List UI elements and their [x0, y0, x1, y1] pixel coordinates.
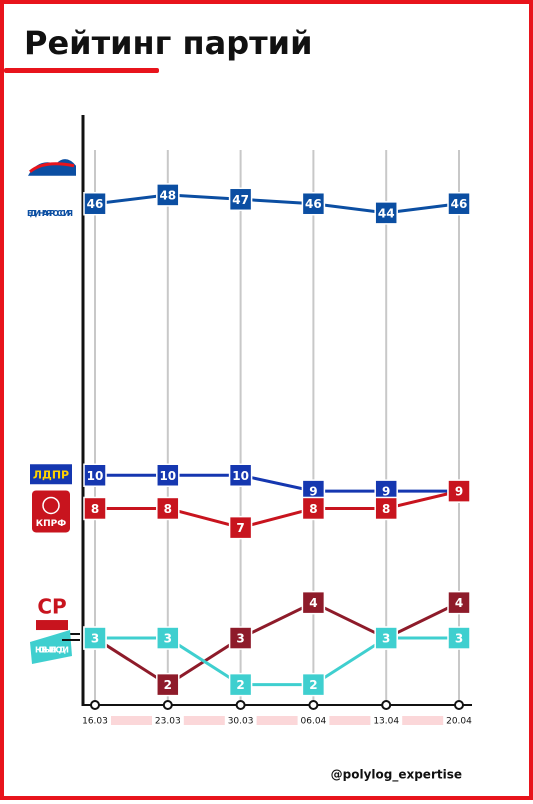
value-box — [156, 463, 180, 488]
legend-label: НОВЫЕ ЛЮДИ — [35, 646, 69, 655]
value-label: 9 — [455, 485, 463, 499]
value-label: 46 — [305, 197, 322, 211]
value-label: 3 — [91, 632, 99, 646]
value-label: 44 — [378, 206, 395, 220]
value-label: 3 — [382, 632, 390, 646]
x-tick — [308, 700, 319, 710]
series-line — [95, 636, 459, 687]
value-box — [228, 626, 253, 650]
value-box — [374, 201, 398, 225]
value-label: 8 — [164, 502, 172, 516]
x-tick — [381, 700, 392, 710]
date-band — [402, 716, 444, 725]
value-box — [156, 183, 180, 207]
value-label: 48 — [159, 188, 176, 202]
value-box — [83, 626, 107, 650]
value-box — [447, 626, 471, 650]
value-box — [447, 590, 471, 615]
value-label: 2 — [309, 678, 317, 692]
value-box — [301, 191, 326, 216]
value-box — [301, 496, 326, 521]
value-box — [374, 496, 398, 521]
value-box — [447, 191, 471, 216]
value-box — [83, 191, 107, 216]
value-label: 9 — [382, 485, 390, 499]
date-band — [183, 716, 225, 725]
x-tick-label: 20.04 — [446, 717, 472, 727]
value-box — [228, 463, 253, 488]
value-box — [228, 672, 253, 697]
legend-icon — [29, 162, 75, 173]
legend-label: ЛДПР — [33, 468, 69, 481]
series-line — [95, 473, 459, 493]
credit: @polylog_expertise — [331, 768, 462, 783]
legend-icon — [30, 630, 72, 665]
value-label: 8 — [91, 502, 99, 516]
legend-label: ЕДИНАЯ РОССИЯ — [27, 209, 73, 218]
x-tick-label: 06.04 — [301, 717, 327, 727]
value-label: 3 — [164, 632, 172, 646]
x-tick-label: 16.03 — [82, 717, 108, 727]
value-label: 10 — [232, 469, 249, 483]
legend-item: СР — [36, 595, 80, 636]
value-label: 2 — [236, 678, 244, 692]
value-box — [83, 496, 107, 521]
value-label: 9 — [309, 485, 317, 499]
series-line — [94, 600, 460, 687]
value-label: 47 — [232, 193, 249, 207]
legend-label: СР — [37, 595, 66, 619]
value-box — [156, 672, 180, 697]
value-label: 46 — [451, 197, 468, 211]
value-label: 8 — [309, 502, 317, 516]
value-label: 4 — [309, 596, 317, 610]
x-tick-label: 30.03 — [228, 717, 254, 727]
value-label: 8 — [382, 502, 390, 516]
x-tick — [235, 700, 246, 710]
x-tick — [90, 700, 100, 710]
legend-icon — [30, 464, 72, 485]
value-box — [301, 590, 326, 615]
value-label: 7 — [236, 521, 244, 535]
value-box — [83, 463, 107, 488]
x-tick-label: 13.04 — [373, 717, 399, 727]
date-band — [256, 716, 298, 725]
value-box — [228, 187, 253, 212]
legend-icon — [32, 490, 70, 533]
x-tick-label: 23.03 — [155, 717, 181, 727]
value-box — [228, 515, 253, 540]
value-label: 3 — [455, 632, 463, 646]
x-tick — [162, 700, 173, 710]
legend-label: КПРФ — [36, 519, 66, 529]
x-tick — [454, 700, 464, 710]
value-box — [156, 626, 180, 650]
date-band — [329, 716, 371, 725]
date-band — [111, 716, 152, 725]
value-box — [156, 496, 180, 521]
legend-item: КПРФ — [32, 490, 70, 533]
value-label: 2 — [164, 678, 172, 692]
series-line — [94, 193, 460, 215]
legend-icon — [42, 496, 60, 515]
value-box — [447, 479, 471, 503]
value-box — [374, 626, 398, 650]
value-label: 4 — [455, 596, 463, 610]
value-label: 3 — [236, 632, 244, 646]
value-label: 10 — [159, 469, 176, 483]
value-label: 46 — [87, 197, 104, 211]
legend-item: НОВЫЕ ЛЮДИ — [30, 630, 80, 665]
series-line — [95, 489, 460, 530]
legend-icon — [36, 620, 68, 631]
legend-item: ЛДПР — [30, 464, 72, 485]
value-box — [301, 672, 326, 697]
title-underline — [4, 68, 159, 73]
value-label: 10 — [87, 469, 104, 483]
legend-item: ЕДИНАЯ РОССИЯ — [27, 159, 76, 218]
chart-title: Рейтинг партий — [24, 24, 313, 62]
